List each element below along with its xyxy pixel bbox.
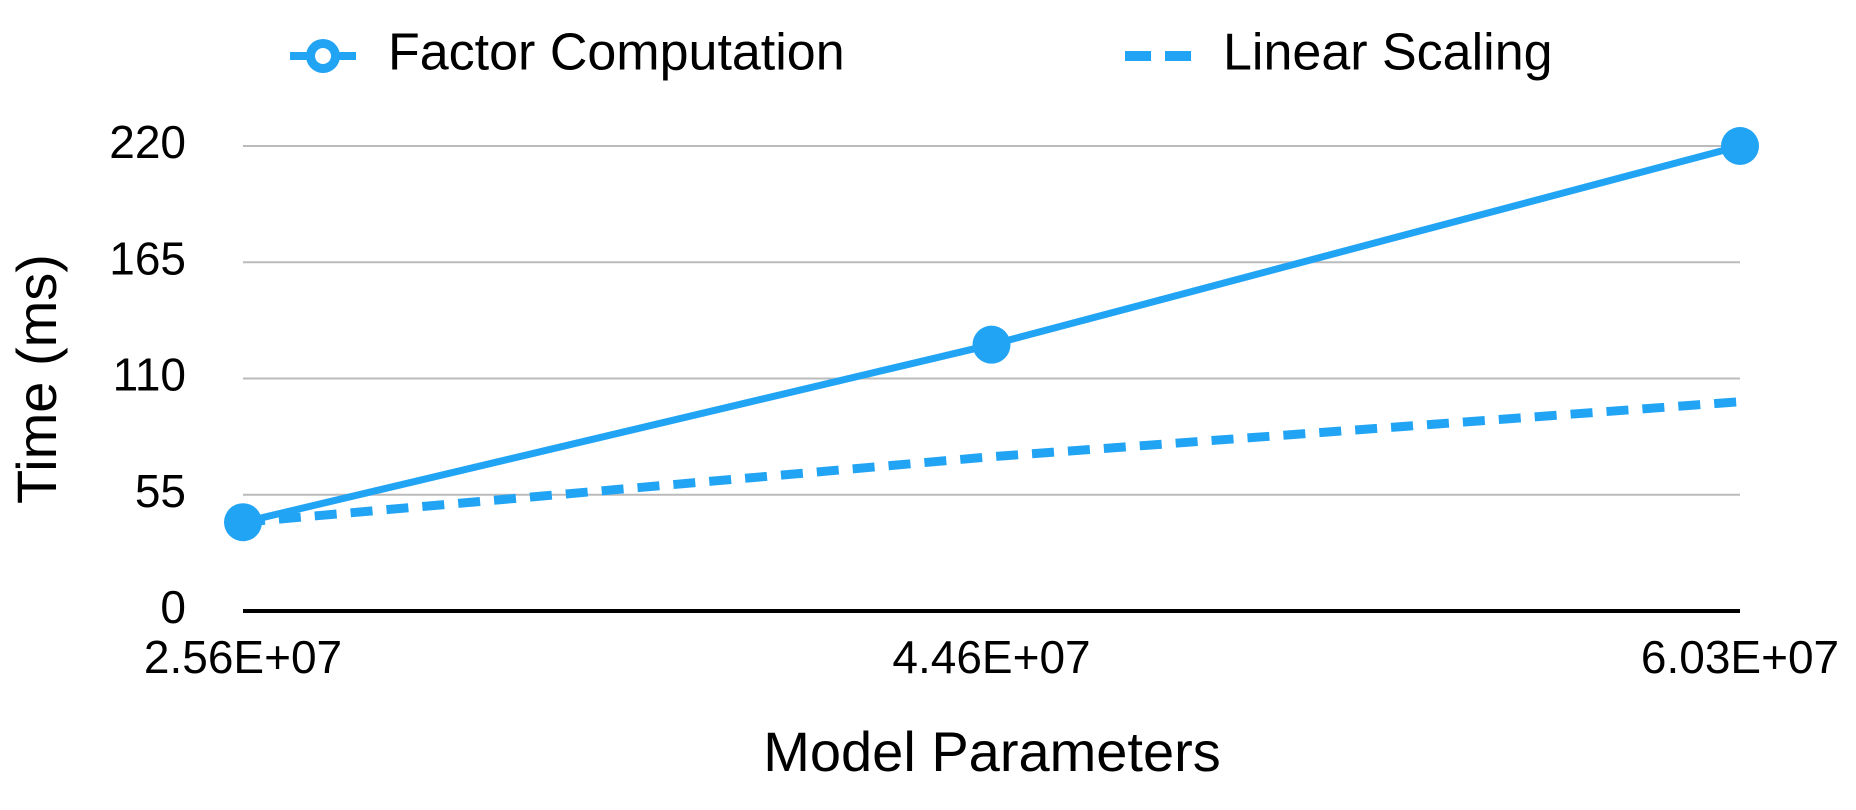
- x-axis-title: Model Parameters: [763, 720, 1221, 783]
- series-line: [242, 397, 1741, 527]
- y-tick-label: 220: [109, 116, 186, 168]
- y-tick-label: 55: [135, 465, 186, 517]
- y-tick-label: 0: [160, 581, 186, 633]
- y-tick-label: 165: [109, 232, 186, 284]
- x-tick-label: 6.03E+07: [1641, 631, 1839, 683]
- x-tick-label: 2.56E+07: [144, 631, 342, 683]
- x-tick-label: 4.46E+07: [892, 631, 1090, 683]
- legend-label: Factor Computation: [388, 24, 845, 82]
- y-tick-label: 110: [113, 349, 186, 401]
- legend-label: Linear Scaling: [1223, 24, 1553, 82]
- legend-marker-center: [315, 48, 331, 64]
- data-point: [1721, 127, 1759, 165]
- y-axis-title: Time (ms): [5, 254, 68, 504]
- data-point: [972, 325, 1011, 364]
